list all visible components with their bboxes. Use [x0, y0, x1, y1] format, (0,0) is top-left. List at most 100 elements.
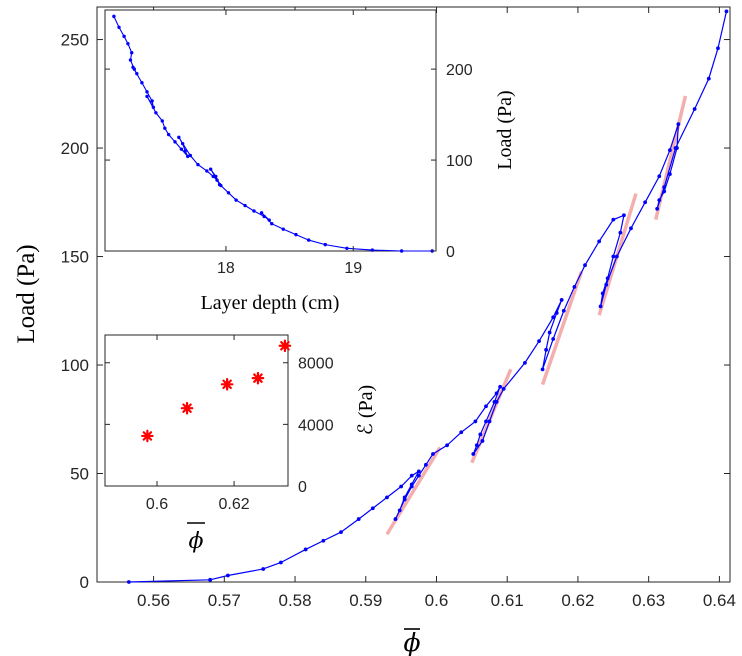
inset-modulus-x-tick-label: 0.62 [218, 496, 249, 513]
main-data-point [622, 213, 626, 218]
main-data-point [561, 308, 566, 313]
main-y-axis-ticks: 0 50 100 150 200 250 [61, 31, 730, 592]
main-data-point [494, 391, 499, 396]
inset-depth-x-tick-label: 19 [344, 260, 362, 277]
inset-depth-frame [104, 9, 437, 252]
inset-depth-point [177, 135, 181, 140]
main-data-point [303, 547, 308, 552]
main-data-point [667, 148, 672, 153]
main-data-point [501, 386, 506, 391]
main-data-point [611, 217, 616, 222]
main-x-label-text: ϕ [403, 628, 420, 656]
main-y-tick-label: 250 [61, 31, 89, 50]
main-data-point [614, 254, 619, 259]
main-x-tick-label: 0.6 [425, 591, 449, 610]
main-x-tick-label: 0.59 [349, 591, 382, 610]
main-data-point [478, 432, 483, 437]
inset-depth-point [234, 198, 238, 202]
main-y-tick-label: 150 [61, 248, 89, 267]
inset-depth-point [135, 71, 139, 76]
main-data-point [393, 517, 398, 521]
main-data-point [484, 419, 488, 424]
main-x-axis-label: ϕ [403, 628, 420, 656]
main-data-point [572, 285, 577, 289]
main-data-point [643, 200, 648, 205]
inset-depth-point [226, 191, 231, 195]
inset-depth-series [112, 14, 434, 253]
inset-depth-point [399, 249, 404, 253]
main-data-point [537, 339, 541, 344]
inset-depth-point [345, 246, 349, 250]
inset-depth-point [112, 14, 116, 19]
inset-modulus-y-tick-label: 0 [298, 479, 307, 496]
inset-modulus-point [251, 371, 265, 385]
inset-modulus-y-tick-label: 4000 [298, 417, 334, 434]
inset-depth-point [208, 167, 213, 171]
inset-depth-point [267, 218, 271, 222]
main-data-point [657, 198, 662, 203]
inset-modulus-point [278, 339, 292, 353]
inset-depth-point [145, 90, 149, 94]
inset-depth-point [270, 222, 274, 226]
inset-modulus-x-label: ϕ [187, 522, 205, 554]
main-data-point [655, 206, 660, 211]
main-y-tick-label: 0 [80, 573, 89, 592]
main-x-tick-label: 0.56 [137, 591, 170, 610]
main-x-tick-label: 0.63 [632, 591, 665, 610]
inset-modulus-x-tick-label: 0.6 [146, 496, 168, 513]
main-data-point [554, 311, 559, 315]
inset-modulus-y-ticks: 0 4000 8000 [105, 356, 334, 496]
inset-depth-point [166, 132, 171, 137]
inset-modulus-frame [104, 334, 289, 487]
inset-depth-point [183, 149, 187, 153]
inset-modulus-x-ticks: 0.6 0.62 [146, 335, 250, 513]
inset-depth-point [145, 94, 149, 99]
main-data-point [409, 473, 414, 478]
main-data-point [600, 291, 605, 296]
inset-modulus-series [141, 339, 292, 443]
inset-modulus-point [180, 401, 194, 415]
main-data-point [605, 276, 610, 281]
inset-depth-point [117, 25, 121, 29]
main-data-point [409, 484, 414, 489]
main-data-point [399, 484, 404, 489]
main-x-tick-label: 0.57 [208, 591, 241, 610]
main-data-point [474, 443, 479, 448]
inset-depth-point [131, 65, 135, 69]
inset-depth-point [188, 153, 192, 158]
inset-modulus-point [141, 429, 154, 443]
main-data-point [356, 517, 361, 521]
inset-depth-point [196, 162, 200, 167]
main-data-point [673, 146, 678, 150]
main-x-tick-label: 0.58 [278, 591, 311, 610]
main-data-point [487, 419, 492, 424]
fit-line-3 [540, 271, 584, 386]
main-data-point [423, 462, 428, 467]
main-data-point [261, 567, 266, 571]
main-x-tick-label: 0.64 [703, 591, 736, 610]
inset-depth-point [294, 232, 298, 237]
inset-depth-point [243, 203, 247, 208]
inset-depth-y-tick-label: 200 [446, 62, 473, 79]
main-data-point [225, 573, 230, 578]
main-x-tick-label: 0.62 [561, 591, 594, 610]
inset-depth-point [128, 58, 133, 62]
inset-depth-point [370, 248, 375, 252]
inset-depth-point [252, 209, 256, 213]
main-data-point [598, 304, 603, 309]
inset-depth-y-label: Load (Pa) [494, 90, 516, 169]
inset-depth-y-tick-label: 0 [446, 244, 455, 261]
main-data-point [583, 263, 587, 268]
main-data-point [559, 298, 564, 302]
inset-depth-x-ticks: 18 19 [217, 10, 362, 277]
main-data-point [494, 400, 499, 404]
inset-depth-point [259, 211, 264, 215]
main-data-point [473, 419, 478, 424]
inset-depth-point [130, 51, 134, 55]
inset-depth-point [150, 99, 154, 103]
inset-depth-point [215, 178, 219, 182]
inset-modulus-y-tick-label: 8000 [298, 356, 334, 373]
main-data-point [629, 226, 633, 231]
